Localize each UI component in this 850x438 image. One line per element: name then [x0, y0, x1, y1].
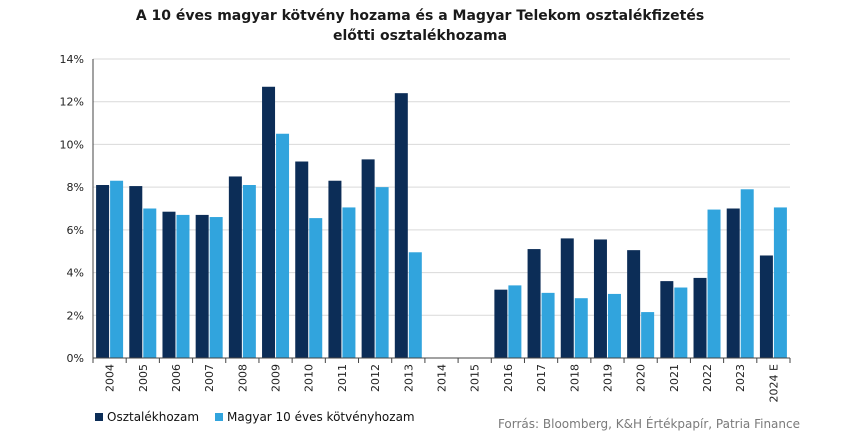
y-tick-label: 4%: [67, 267, 84, 280]
bar-bond-yield: [176, 214, 190, 358]
legend-item-bond: Magyar 10 éves kötvényhozam: [215, 410, 415, 424]
bar-bond-yield: [641, 312, 655, 358]
y-tick-label: 2%: [67, 309, 84, 322]
bar-dividend-yield: [394, 93, 408, 359]
axes: [92, 59, 791, 363]
bar-dividend-yield: [593, 239, 607, 358]
legend-item-dividend: Osztalékhozam: [95, 410, 199, 424]
x-tick-label: 2004: [104, 364, 117, 392]
x-tick-label: 2013: [402, 364, 415, 392]
y-tick-label: 14%: [60, 53, 84, 66]
bar-dividend-yield: [228, 176, 242, 358]
bar-bond-yield: [707, 209, 721, 358]
bar-dividend-yield: [96, 185, 110, 358]
legend-label-dividend: Osztalékhozam: [107, 410, 200, 424]
bar-dividend-yield: [129, 186, 143, 358]
bar-bond-yield: [110, 180, 124, 358]
x-tick-label: 2021: [668, 364, 681, 392]
bar-dividend-yield: [726, 208, 740, 358]
bar-bond-yield: [342, 207, 356, 358]
y-tick-label: 12%: [60, 96, 84, 109]
x-tick-label: 2014: [436, 364, 449, 392]
bar-bond-yield: [674, 287, 688, 358]
x-tick-label: 2020: [635, 364, 648, 392]
x-tick-label: 2008: [236, 364, 249, 392]
legend: Osztalékhozam Magyar 10 éves kötvényhoza…: [95, 410, 431, 424]
bar-dividend-yield: [195, 214, 209, 358]
y-tick-label: 0%: [67, 352, 84, 365]
legend-swatch-dividend: [95, 413, 103, 421]
x-tick-label: 2012: [369, 364, 382, 392]
x-tick-label: 2005: [137, 364, 150, 392]
x-tick-label: 2017: [535, 364, 548, 392]
x-tick-label: 2024 E: [767, 364, 780, 402]
bar-bond-yield: [408, 252, 422, 358]
x-tick-label: 2019: [601, 364, 614, 392]
source-note: Forrás: Bloomberg, K&H Értékpapír, Patri…: [497, 417, 800, 431]
x-tick-label: 2015: [469, 364, 482, 392]
bar-bond-yield: [276, 133, 290, 358]
bar-bond-yield: [143, 208, 157, 358]
legend-label-bond: Magyar 10 éves kötvényhozam: [227, 410, 415, 424]
bar-bond-yield: [574, 298, 588, 358]
bar-dividend-yield: [295, 161, 309, 358]
bar-bond-yield: [541, 292, 555, 358]
bar-bond-yield: [773, 207, 787, 358]
y-tick-label: 8%: [67, 181, 84, 194]
bar-bond-yield: [607, 293, 621, 358]
x-tick-label: 2006: [170, 364, 183, 392]
bar-dividend-yield: [627, 250, 641, 358]
x-tick-label: 2007: [203, 364, 216, 392]
x-tick-label: 2023: [734, 364, 747, 392]
x-tick-label: 2016: [502, 364, 515, 392]
legend-swatch-bond: [215, 413, 224, 421]
tick-labels: 0% 2% 4% 6% 8% 10% 12% 14% 2004 2005 2006 2007 2008 2…: [60, 53, 781, 402]
bar-bond-yield: [209, 217, 223, 358]
bar-bond-yield: [508, 285, 522, 358]
bar-dividend-yield: [494, 289, 508, 358]
bar-dividend-yield: [361, 159, 375, 358]
grid-lines: [93, 58, 790, 316]
x-tick-label: 2010: [303, 364, 316, 392]
bar-bond-yield: [740, 189, 754, 358]
bar-dividend-yield: [262, 86, 276, 358]
bar-dividend-yield: [660, 281, 674, 358]
x-tick-label: 2009: [270, 364, 283, 392]
bar-dividend-yield: [162, 211, 176, 358]
y-tick-label: 6%: [67, 224, 84, 237]
x-tick-label: 2018: [568, 364, 581, 392]
bar-dividend-yield: [560, 238, 574, 358]
bar-dividend-yield: [527, 249, 541, 358]
bar-dividend-yield: [328, 180, 342, 358]
bar-bond-yield: [242, 185, 256, 358]
bars: [96, 86, 787, 359]
y-tick-label: 10%: [60, 138, 84, 151]
x-tick-label: 2011: [336, 364, 349, 392]
bar-bond-yield: [375, 187, 389, 358]
bar-dividend-yield: [693, 277, 707, 358]
bar-dividend-yield: [759, 255, 773, 358]
bar-bond-yield: [309, 218, 323, 358]
x-tick-label: 2022: [701, 364, 714, 392]
chart-title: A 10 éves magyar kötvény hozama és a Mag…: [135, 8, 705, 44]
